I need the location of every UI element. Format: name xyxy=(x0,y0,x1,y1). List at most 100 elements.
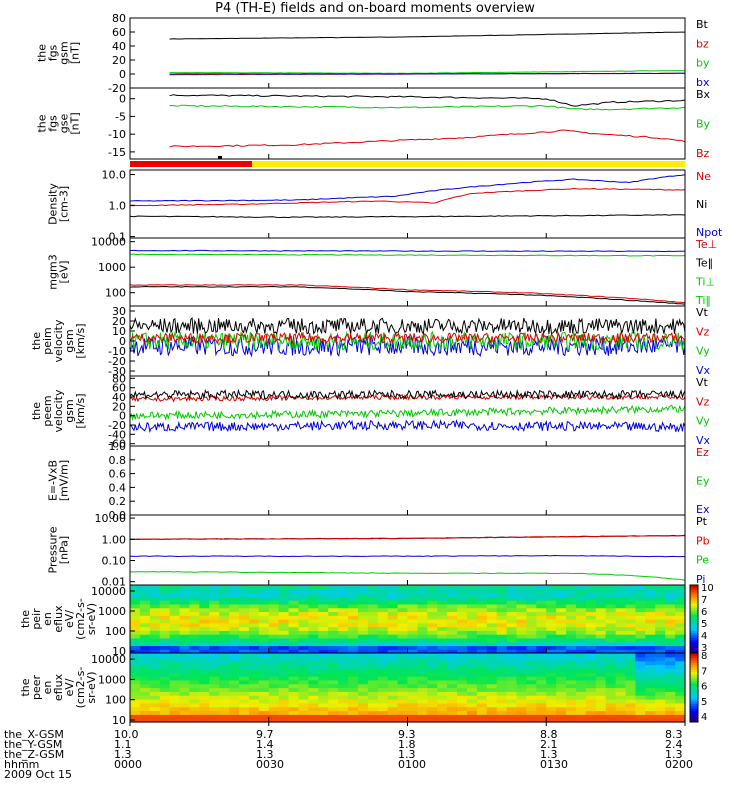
peir_flux-cell xyxy=(427,622,438,628)
peir_flux-cell xyxy=(546,600,557,605)
peir_flux-cell xyxy=(338,592,349,597)
peer_flux-cell xyxy=(189,679,200,685)
peir_flux-cell xyxy=(328,619,339,624)
peir_flux-cell xyxy=(199,592,210,597)
peer_flux-cell xyxy=(149,699,161,704)
peer_flux-cell xyxy=(258,699,270,704)
peer_flux-cell xyxy=(189,691,200,696)
peir_flux-cell xyxy=(625,588,637,594)
peer_flux-cell xyxy=(625,672,637,677)
peer_flux-cell xyxy=(377,660,389,666)
peir_flux-cell xyxy=(149,634,161,639)
peer_flux-cell xyxy=(566,653,577,658)
peir_flux-colorbar-segment xyxy=(690,605,698,609)
peir_flux-cell xyxy=(308,592,319,597)
peer_flux-cell xyxy=(298,676,309,681)
density-series-Ni xyxy=(129,214,686,219)
peir_flux-cell xyxy=(357,615,369,620)
peir_flux-cell xyxy=(665,622,676,628)
peer_flux-cell xyxy=(566,672,577,677)
mom_t-ylabel: [eV] xyxy=(58,261,71,284)
peer_flux-cell xyxy=(556,714,567,719)
peer_flux-cell xyxy=(397,676,409,681)
fgs_gse-series-Bz xyxy=(169,129,686,148)
peir_flux-cell xyxy=(209,645,220,650)
peir_flux-colorbar-segment xyxy=(690,632,698,636)
peer_flux-cell xyxy=(536,668,547,673)
peer_flux-cell xyxy=(506,691,518,696)
peir_flux-cell xyxy=(655,630,666,635)
peir_flux-cell xyxy=(268,637,280,643)
peir_flux-cell xyxy=(159,592,171,597)
peer_flux-cell xyxy=(209,691,220,696)
peer_flux-cell xyxy=(645,687,656,692)
peer_flux-cell xyxy=(536,656,547,662)
peir_flux-cell xyxy=(615,649,627,654)
peir_flux-cell xyxy=(615,619,627,624)
peir_flux-cell xyxy=(605,600,617,605)
e_vxb-ylabel: E=-VxB xyxy=(47,460,60,501)
peir_flux-cell xyxy=(348,603,359,609)
peer_flux-cell xyxy=(417,687,428,692)
peir_flux-cell xyxy=(417,588,428,594)
peir_flux-cell xyxy=(675,600,686,605)
peer_flux-cell xyxy=(308,718,319,723)
peir_flux-cell xyxy=(179,622,191,628)
peir_flux-colorbar-segment xyxy=(690,585,698,588)
peir_flux-cell xyxy=(199,630,210,635)
peer_flux-cell xyxy=(486,672,498,677)
peer_flux-cell xyxy=(595,664,607,669)
peer_flux-cell xyxy=(328,706,339,712)
peer_flux-cell xyxy=(546,656,557,662)
peer_flux-colorbar-tick: 7 xyxy=(701,666,707,677)
peer_flux-cell xyxy=(298,710,309,715)
peir_flux-cell xyxy=(566,588,577,594)
peer_flux-cell xyxy=(248,718,260,723)
peer_flux-cell xyxy=(457,679,468,685)
peir_flux-cell xyxy=(506,649,518,654)
peir_flux-cell xyxy=(387,641,399,647)
peir_flux-cell xyxy=(288,637,300,643)
peer_flux-cell xyxy=(655,706,666,712)
peir_flux-cell xyxy=(367,592,379,597)
peir_flux-cell xyxy=(407,585,419,590)
peir_flux-cell xyxy=(516,585,528,590)
peir_flux-cell xyxy=(526,634,537,639)
peer_flux-cell xyxy=(447,664,458,669)
peir_flux-cell xyxy=(556,645,567,650)
peer_flux-ylabel: (cm2-s- xyxy=(74,667,87,709)
peer_flux-cell xyxy=(219,710,230,715)
peer_flux-cell xyxy=(526,695,537,700)
ephemeris-y-0130: 2.1 xyxy=(540,738,558,751)
peer_flux-cell xyxy=(149,706,161,712)
peer_flux-cell xyxy=(466,695,478,700)
peer_flux-cell xyxy=(298,683,309,689)
peer_flux-cell xyxy=(367,702,379,708)
peir_flux-cell xyxy=(526,619,537,624)
peir_flux-cell xyxy=(387,596,399,601)
peir_flux-cell xyxy=(466,637,478,643)
peer_flux-cell xyxy=(427,653,438,658)
peer_flux-cell xyxy=(675,660,686,666)
peir_flux-cell xyxy=(189,622,200,628)
peir_flux-cell xyxy=(367,626,379,631)
peir_flux-cell xyxy=(278,607,290,613)
peir_flux-cell xyxy=(387,634,399,639)
peir_flux-ytick-label: 10 xyxy=(112,645,126,658)
fgs_gse-ylabel: the xyxy=(36,114,49,132)
peer_flux-cell xyxy=(209,660,220,666)
peer_flux-cell xyxy=(417,683,428,689)
mom_t-legend-3: Ti‖ xyxy=(695,294,711,307)
peer_flux-cell xyxy=(427,699,438,704)
peir_flux-cell xyxy=(278,588,290,594)
peir_flux-cell xyxy=(516,600,528,605)
peir_flux-cell xyxy=(605,607,617,613)
peer_flux-cell xyxy=(130,664,141,669)
peer_flux-cell xyxy=(645,679,656,685)
peir_flux-cell xyxy=(427,603,438,609)
peir_flux-cell xyxy=(476,596,488,601)
peir_flux-colorbar-segment xyxy=(690,596,698,600)
peir_flux-cell xyxy=(248,615,260,620)
peir_flux-colorbar-segment xyxy=(690,603,698,606)
peer_flux-cell xyxy=(377,653,389,658)
